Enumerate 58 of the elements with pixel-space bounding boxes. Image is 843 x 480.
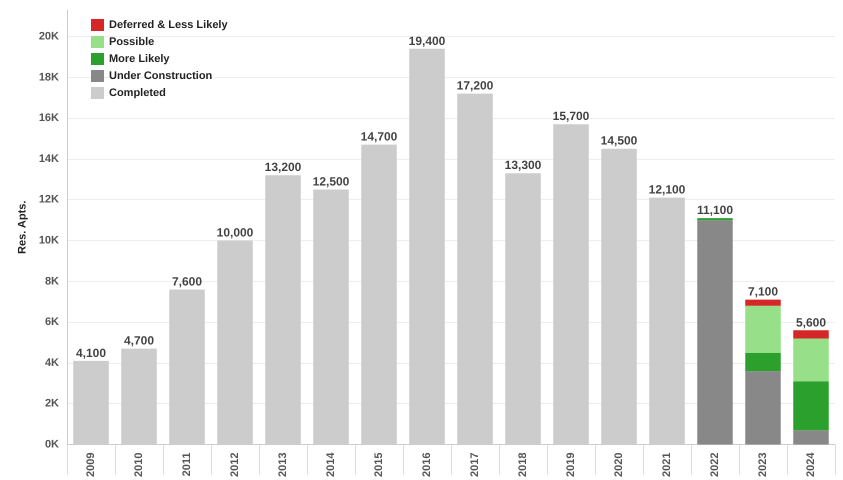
x-tick-label: 2017 bbox=[469, 452, 481, 478]
bar bbox=[745, 306, 781, 353]
x-tick-label: 2022 bbox=[709, 452, 721, 478]
y-tick-label: 16K bbox=[38, 112, 60, 124]
y-tick-label: 18K bbox=[38, 71, 60, 84]
total-label: 19,400 bbox=[408, 34, 446, 48]
x-tick-label: 2021 bbox=[661, 452, 673, 478]
total-label: 5,600 bbox=[796, 315, 826, 330]
x-tick-label: 2015 bbox=[373, 452, 385, 478]
x-tick-label: 2023 bbox=[757, 452, 769, 478]
total-label: 10,000 bbox=[216, 226, 254, 240]
y-tick-label: 12K bbox=[38, 194, 60, 206]
y-tick-label: 0K bbox=[44, 438, 60, 451]
bar bbox=[697, 220, 733, 445]
total-label: 12,100 bbox=[648, 182, 686, 197]
total-label: 14,700 bbox=[360, 130, 398, 144]
total-label: 13,200 bbox=[264, 160, 302, 174]
legend-label: Possible bbox=[109, 36, 154, 48]
bar bbox=[793, 330, 829, 338]
x-tick-label: 2010 bbox=[133, 452, 145, 478]
y-tick-label: 4K bbox=[44, 356, 60, 369]
total-label: 7,100 bbox=[748, 284, 778, 299]
x-tick-label: 2014 bbox=[325, 452, 337, 478]
legend-label: Completed bbox=[109, 87, 166, 99]
y-tick-label: 20K bbox=[38, 30, 60, 43]
y-tick-label: 8K bbox=[44, 275, 60, 288]
total-label: 11,100 bbox=[696, 203, 734, 218]
total-label: 4,100 bbox=[76, 346, 106, 360]
total-label: 14,500 bbox=[600, 134, 638, 148]
total-label: 4,700 bbox=[124, 334, 154, 348]
y-tick-label: 10K bbox=[38, 234, 60, 247]
legend-label: Under Construction bbox=[109, 70, 213, 82]
legend-label: Deferred & Less Likely bbox=[109, 19, 228, 31]
bar bbox=[745, 300, 781, 306]
y-tick-label: 6K bbox=[44, 316, 60, 328]
total-label: 12,500 bbox=[312, 174, 350, 189]
x-tick-label: 2012 bbox=[229, 452, 241, 478]
total-label: 7,600 bbox=[172, 274, 202, 288]
bar bbox=[793, 338, 829, 382]
x-tick-label: 2020 bbox=[613, 452, 625, 478]
total-label: 15,700 bbox=[552, 109, 590, 124]
total-label: 17,200 bbox=[456, 78, 494, 93]
x-tick-label: 2016 bbox=[421, 452, 433, 478]
legend-label: More Likely bbox=[109, 53, 170, 65]
x-tick-label: 2013 bbox=[277, 452, 289, 478]
x-tick-label: 2018 bbox=[517, 452, 529, 478]
x-tick-label: 2009 bbox=[85, 452, 97, 478]
bar bbox=[745, 371, 781, 445]
x-tick-label: 2019 bbox=[565, 452, 577, 478]
x-tick-label: 2024 bbox=[805, 452, 817, 478]
y-axis-title: Res. Apts. bbox=[16, 200, 28, 254]
bar bbox=[793, 430, 829, 445]
y-tick-label: 2K bbox=[44, 398, 60, 410]
bar bbox=[793, 381, 829, 430]
y-tick-label: 14K bbox=[38, 152, 60, 165]
x-tick-label: 2011 bbox=[181, 452, 193, 476]
total-label: 13,300 bbox=[504, 158, 542, 172]
bar bbox=[745, 352, 781, 372]
